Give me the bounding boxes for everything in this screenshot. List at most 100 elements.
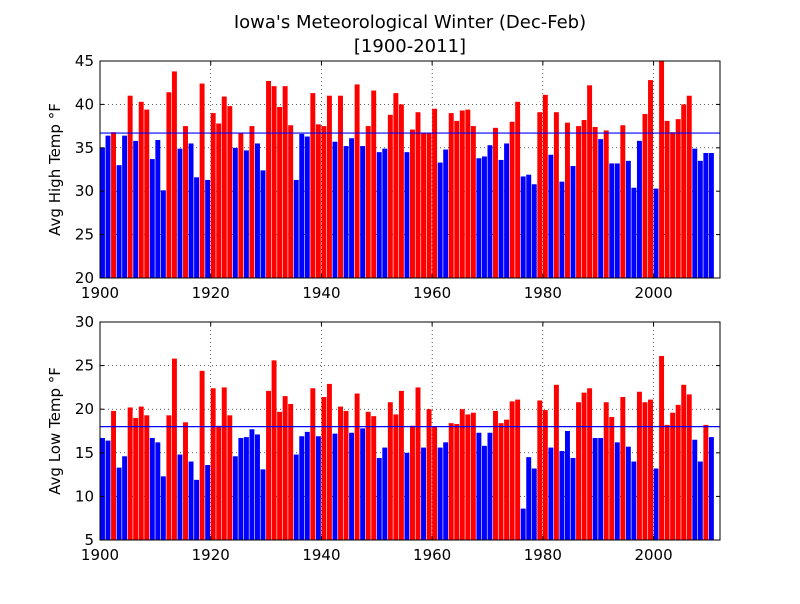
chart1-bar <box>371 90 377 279</box>
chart1-ytick-label: 30 <box>75 182 94 200</box>
chart1-bar <box>487 145 493 278</box>
chart2-bar <box>149 437 155 540</box>
chart2-bar <box>670 412 676 540</box>
chart1-bar <box>636 140 642 278</box>
chart2-bar <box>199 370 205 540</box>
chart2-bar <box>205 465 211 540</box>
chart2-bar <box>299 436 305 540</box>
chart1-bar <box>360 146 366 278</box>
chart2-bar <box>249 429 255 540</box>
chart1-bar <box>310 93 316 278</box>
chart2-bar <box>338 406 343 540</box>
chart2-bar <box>310 388 316 540</box>
chart2-ytick-label: 15 <box>75 444 94 462</box>
chart2-xtick-label: 1920 <box>192 546 230 564</box>
chart2-bar <box>326 383 332 540</box>
chart2-bar <box>603 402 609 540</box>
chart2-bar <box>454 424 460 540</box>
chart1-bar <box>443 149 449 278</box>
chart1-bar <box>631 187 637 278</box>
chart1-bar <box>194 177 200 278</box>
chart1-bar <box>133 140 139 278</box>
chart1-bar <box>504 143 510 278</box>
chart1-bar <box>681 104 687 279</box>
chart2-bar <box>548 447 554 540</box>
chart2-bar <box>277 411 283 540</box>
chart2-bar <box>703 424 709 540</box>
chart2-bar <box>681 384 687 540</box>
chart1-bar <box>415 112 421 278</box>
chart2-bar <box>675 404 681 540</box>
chart2-bar <box>493 410 498 540</box>
chart1-bar <box>448 113 454 278</box>
chart2-bar <box>100 437 105 540</box>
chart2-xtick-label: 1960 <box>413 546 451 564</box>
chart2-bar <box>515 399 521 540</box>
chart1-bar <box>266 80 272 279</box>
chart1-bar <box>326 95 332 278</box>
chart1-bar <box>354 84 360 278</box>
chart1-bar <box>277 107 283 278</box>
chart1-bar <box>614 163 620 278</box>
chart1-bar <box>243 150 249 278</box>
chart1-bar <box>293 179 299 278</box>
chart2-bar <box>432 426 438 540</box>
chart1-bar <box>465 109 471 278</box>
chart2-bar <box>354 393 360 540</box>
chart1-bar <box>576 126 582 278</box>
chart1-bar <box>421 133 427 278</box>
chart2-bar <box>587 388 593 540</box>
chart2-bar <box>653 468 659 540</box>
chart1-bar <box>382 148 388 278</box>
chart2-bar <box>194 479 200 540</box>
chart1-bar <box>570 166 576 278</box>
chart2-bar <box>426 409 432 540</box>
chart2-bar <box>144 415 150 540</box>
chart2-bar <box>598 437 604 540</box>
chart2-bar <box>498 423 504 540</box>
chart1-bar <box>387 114 393 278</box>
chart1-xtick-label: 2000 <box>634 284 672 302</box>
chart1-bar <box>349 138 355 278</box>
chart1-bar <box>410 129 415 278</box>
chart2-bar <box>210 388 216 540</box>
chart2-bar <box>321 396 327 540</box>
chart1-bar <box>232 147 238 278</box>
chart2-bar <box>504 419 510 540</box>
chart1-bar <box>692 148 698 278</box>
chart2-bar <box>465 414 471 540</box>
chart2-bar <box>105 440 111 540</box>
chart2-bar <box>636 391 642 540</box>
chart-subtitle: [1900-2011] <box>353 36 467 57</box>
chart1-xtick-label: 1900 <box>81 284 119 302</box>
chart2-bar <box>183 422 188 540</box>
chart2-bar <box>155 442 161 540</box>
chart2-bar <box>393 414 399 540</box>
chart2-bar <box>581 392 587 540</box>
chart2-bar <box>559 451 565 540</box>
chart1-bar <box>426 133 432 278</box>
chart1-bar <box>526 174 532 278</box>
chart1-frame <box>99 60 721 279</box>
chart2-bar <box>415 387 421 540</box>
chart1-bar <box>343 146 349 278</box>
chart1-bar <box>432 108 438 279</box>
chart1-xtick-label: 1980 <box>524 284 562 302</box>
chart1-xtick-label: 1960 <box>413 284 451 302</box>
chart1-bar <box>648 80 653 278</box>
chart1-bar <box>216 123 222 278</box>
chart2-xtick-label: 1940 <box>302 546 340 564</box>
chart1-bar <box>659 61 665 278</box>
chart1-bar <box>592 126 598 278</box>
chart1-bar <box>100 147 105 278</box>
chart2-bar <box>470 412 476 540</box>
chart1-bar <box>365 126 371 278</box>
chart1-bar <box>221 96 227 278</box>
chart1-bar <box>260 170 266 278</box>
chart1-bar <box>321 126 327 278</box>
chart1-bar <box>498 159 504 278</box>
chart2-bar <box>127 407 133 540</box>
chart2-bar <box>686 394 692 540</box>
